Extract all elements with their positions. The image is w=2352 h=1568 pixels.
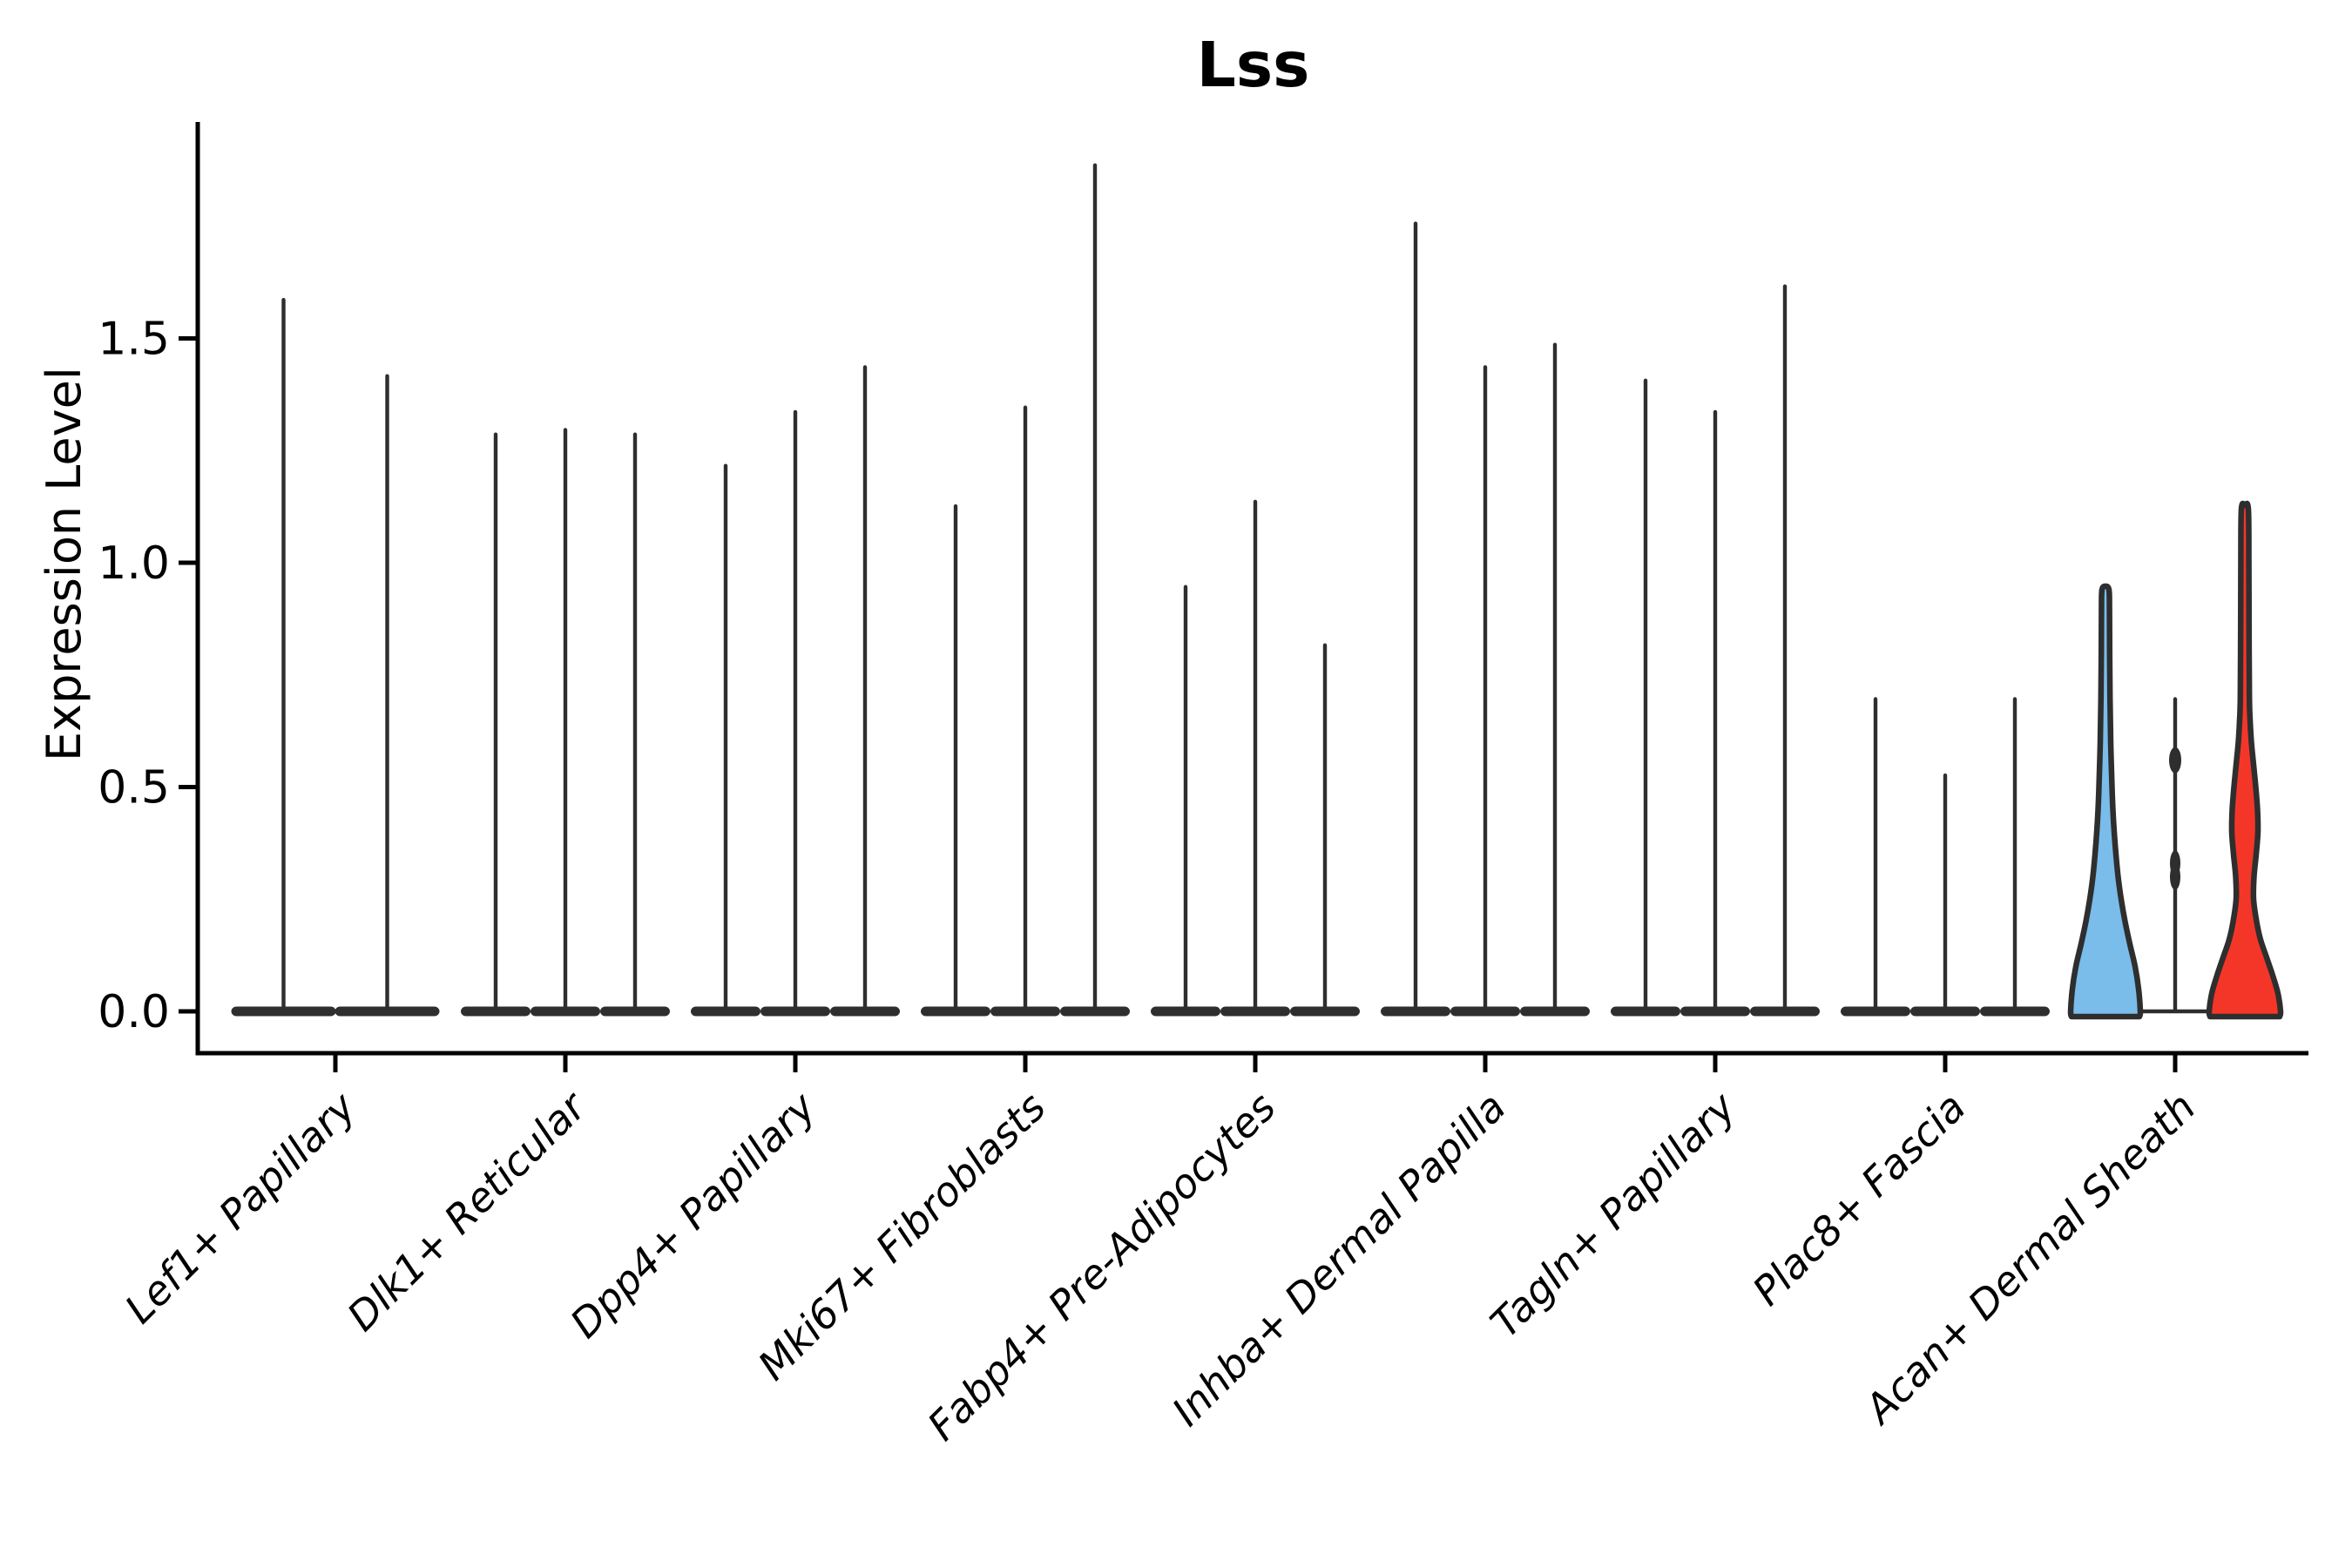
y-tick-label: 1.5 xyxy=(98,314,170,366)
violin-spike-bump xyxy=(2169,747,2181,774)
x-tick-label: Dpp4+ Papillary xyxy=(561,1083,825,1347)
y-tick-label: 1.0 xyxy=(98,537,170,590)
chart-title: Lss xyxy=(1196,29,1310,101)
x-axis-spine xyxy=(195,1051,2308,1056)
violin-highlight xyxy=(2206,500,2284,1020)
x-tick-label: Plac8+ Fascia xyxy=(1743,1084,1974,1315)
x-tick-label: Dlk1+ Reticular xyxy=(338,1081,597,1340)
y-tick-label: 0.5 xyxy=(98,762,170,814)
y-tick-label: 0.0 xyxy=(98,986,170,1038)
violin-highlight xyxy=(2067,583,2144,1020)
x-tick-label: Tagln+ Papillary xyxy=(1481,1083,1745,1347)
x-tick-label: Lef1+ Papillary xyxy=(116,1083,365,1332)
y-axis-spine xyxy=(195,122,200,1056)
violin-spike-bump xyxy=(2170,863,2180,890)
